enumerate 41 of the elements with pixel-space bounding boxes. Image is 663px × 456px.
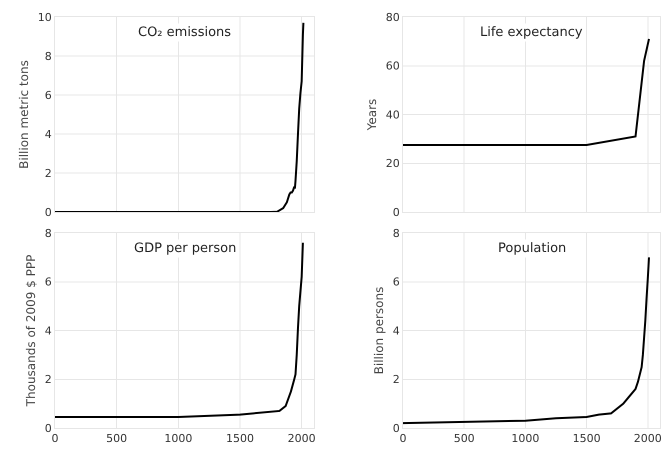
y-tick-label: 0 <box>44 206 52 219</box>
y-tick-label: 4 <box>44 324 52 338</box>
x-tick-label: 1000 <box>511 432 540 446</box>
y-tick-label: 2 <box>44 166 52 180</box>
y-tick-label: 2 <box>44 373 52 386</box>
x-tick-label: 500 <box>106 432 128 446</box>
y-tick-label: 8 <box>44 226 52 240</box>
y-axis-title: Billion persons <box>372 286 386 374</box>
x-tick-label: 500 <box>454 432 475 446</box>
line-series <box>55 22 304 212</box>
y-tick-label: 0 <box>392 422 400 435</box>
y-tick-label: 60 <box>386 60 400 73</box>
y-tick-label: 6 <box>392 276 400 289</box>
y-tick-label: 10 <box>38 10 52 24</box>
line-series <box>55 242 304 418</box>
y-axis-title: Billion metric tons <box>17 60 32 169</box>
y-tick-label: 6 <box>44 88 52 102</box>
y-axis-title: Years <box>365 98 380 132</box>
y-tick-label: 8 <box>392 226 400 240</box>
line-series <box>403 38 650 146</box>
y-tick-label: 4 <box>44 128 52 141</box>
y-tick-label: 0 <box>392 206 400 219</box>
x-tick-label: 1000 <box>164 432 192 446</box>
x-tick-label: 2000 <box>634 432 662 446</box>
y-tick-label: 6 <box>44 276 52 289</box>
y-tick-label: 4 <box>392 324 400 338</box>
text: GDP per person <box>134 241 236 256</box>
y-tick-label: 80 <box>386 10 400 24</box>
text: Population <box>498 241 566 256</box>
y-axis-title: Thousands of 2009 $ PPP <box>24 254 38 408</box>
y-tick-label: 8 <box>44 50 52 63</box>
x-tick-label: 1500 <box>572 432 601 446</box>
line-series <box>403 256 650 424</box>
y-tick-label: 2 <box>392 373 400 386</box>
y-tick-label: 0 <box>44 422 52 435</box>
x-tick-label: 1500 <box>226 432 254 446</box>
x-tick-label: 2000 <box>288 432 316 446</box>
text: CO₂ emissions <box>138 25 232 40</box>
y-tick-label: 20 <box>386 157 400 170</box>
y-tick-label: 40 <box>386 108 400 122</box>
text: Life expectancy <box>480 25 583 40</box>
